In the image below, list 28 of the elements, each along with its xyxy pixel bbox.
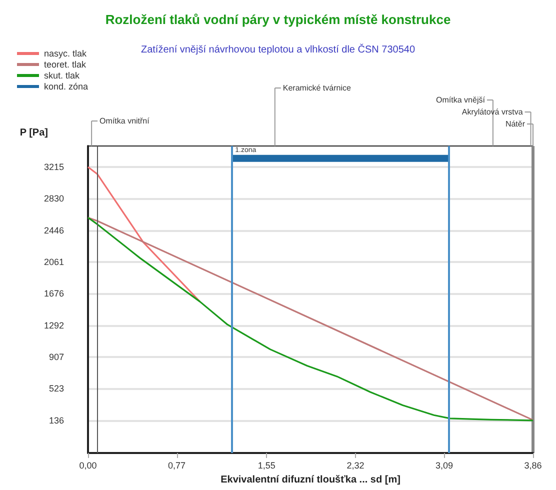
- y-tick-label: 1676: [44, 288, 64, 299]
- y-tick-label: 2061: [44, 256, 64, 267]
- y-tick-label: 523: [48, 384, 64, 394]
- y-tick-label: 136: [48, 415, 64, 426]
- x-tick-label: 2,32: [346, 460, 364, 470]
- chart-subtitle: Zatížení vnější návrhovou teplotou a vlhkostí dle ČSN 730540: [140, 44, 416, 56]
- y-tick-label: 907: [48, 352, 64, 362]
- x-axis-title: Ekvivalentní difuzní tloušťka ... sd [m]: [220, 474, 400, 486]
- x-tick-label: 3,09: [435, 460, 453, 470]
- y-tick-label: 1292: [44, 320, 64, 330]
- x-tick-label: 0,77: [168, 460, 186, 470]
- legend-label: skut. tlak: [44, 70, 80, 80]
- x-tick-label: 3,86: [524, 460, 542, 470]
- legend-label: teoret. tlak: [44, 60, 87, 70]
- text: Omítka vnější: [436, 96, 486, 104]
- x-tick-label: 1,55: [258, 460, 276, 470]
- legend-label: nasyc. tlak: [44, 48, 88, 58]
- text: Keramické tvárnice: [282, 84, 352, 92]
- x-tick-label: 0,00: [79, 460, 97, 470]
- y-axis-title: P [Pa]: [20, 128, 48, 138]
- legend-label: kond. zóna: [44, 82, 88, 92]
- y-tick-label: 2446: [44, 225, 64, 236]
- text: Akrylátová vrstva: [462, 108, 524, 116]
- text: Nátěr: [505, 120, 526, 128]
- chart-title: Rozložení tlaků vodní páry v typickém místě konstrukce: [105, 12, 451, 27]
- text: Omítka vnitřní: [100, 116, 150, 126]
- y-tick-label: 2830: [44, 194, 64, 204]
- y-tick-label: 3215: [44, 162, 64, 172]
